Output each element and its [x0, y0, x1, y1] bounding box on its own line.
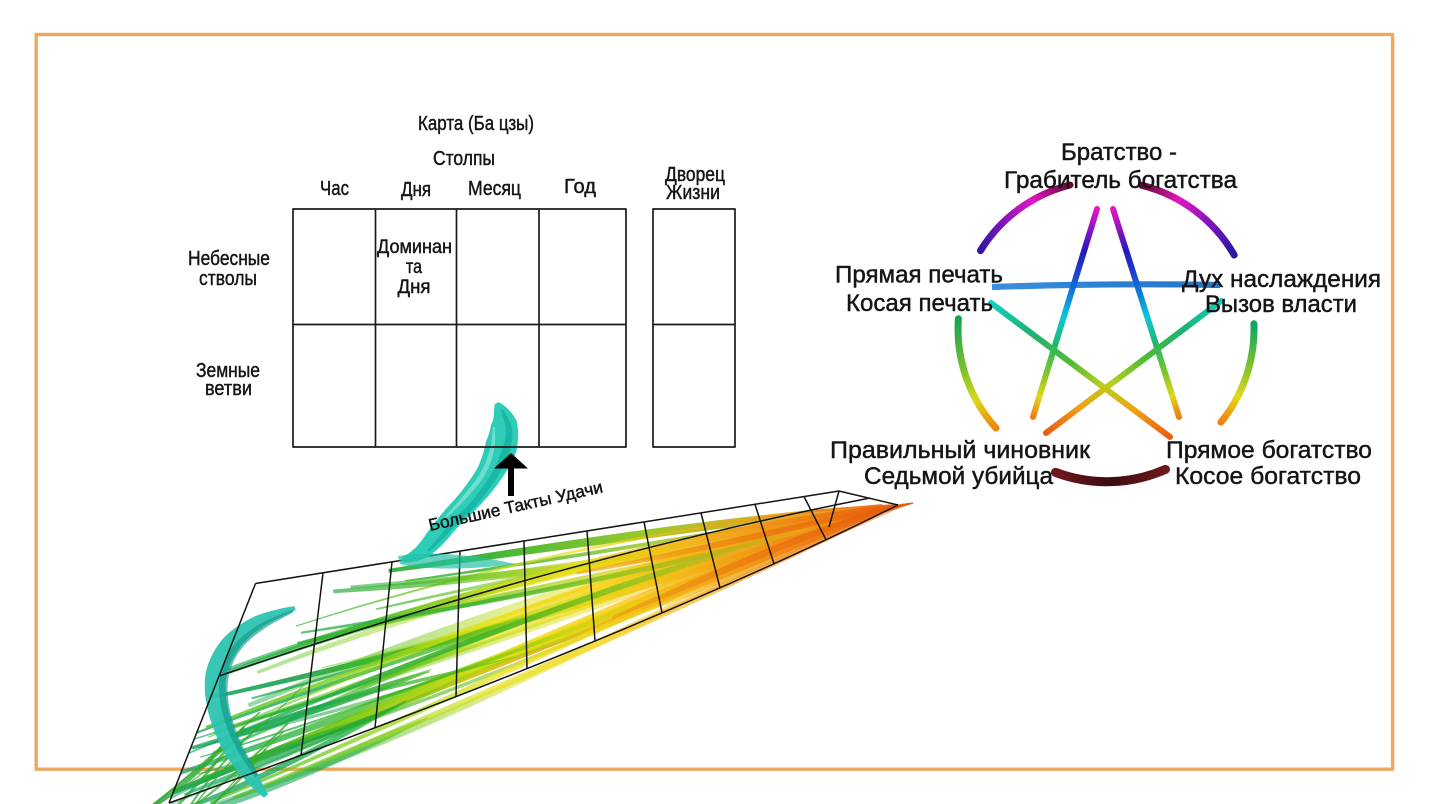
svg-text:Небесные: Небесные	[188, 247, 270, 270]
svg-text:Год: Год	[564, 175, 596, 198]
svg-text:Седьмой убийца: Седьмой убийца	[864, 463, 1054, 490]
svg-text:стволы: стволы	[199, 267, 257, 290]
svg-text:Дух наслаждения: Дух наслаждения	[1182, 266, 1381, 293]
svg-text:Грабитель богатства: Грабитель богатства	[1004, 167, 1238, 194]
svg-text:та: та	[406, 256, 422, 278]
svg-text:Дня: Дня	[398, 276, 431, 298]
svg-text:Столпы: Столпы	[433, 147, 495, 170]
svg-text:Карта (Ба цзы): Карта (Ба цзы)	[418, 112, 534, 135]
svg-text:Братство -: Братство -	[1061, 139, 1177, 166]
svg-text:Прямая печать: Прямая печать	[835, 262, 1003, 289]
svg-text:Дворец: Дворец	[665, 163, 725, 186]
svg-text:Жизни: Жизни	[666, 181, 720, 204]
svg-text:Косая печать: Косая печать	[846, 290, 993, 317]
svg-text:Вызов власти: Вызов власти	[1205, 291, 1357, 318]
svg-text:Месяц: Месяц	[468, 177, 521, 200]
svg-text:Дня: Дня	[401, 178, 431, 201]
svg-text:ветви: ветви	[205, 377, 252, 400]
svg-text:Земные: Земные	[196, 359, 260, 382]
svg-text:Час: Час	[320, 177, 349, 200]
svg-text:Доминан: Доминан	[377, 236, 452, 258]
svg-text:Прямое богатство: Прямое богатство	[1166, 437, 1372, 464]
svg-text:Правильный чиновник: Правильный чиновник	[830, 437, 1091, 464]
svg-text:Косое богатство: Косое богатство	[1175, 463, 1361, 490]
